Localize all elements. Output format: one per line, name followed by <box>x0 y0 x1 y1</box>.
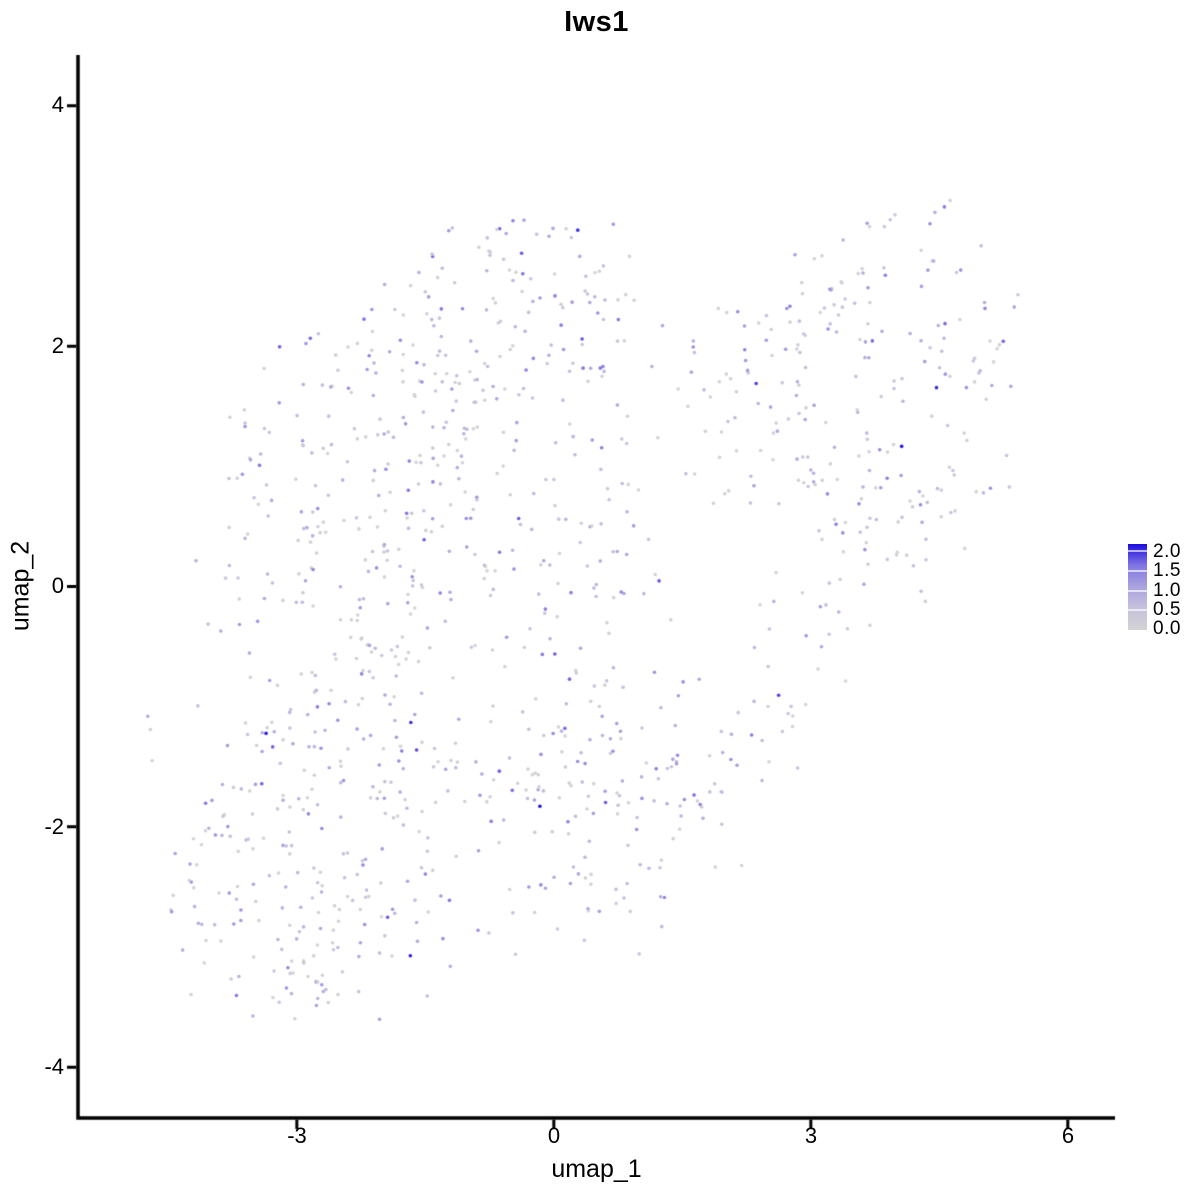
colorbar-tick-label-3: 0.5 <box>1153 598 1181 620</box>
colorbar-tick-line <box>1128 609 1147 612</box>
x-tick-label-2: 3 <box>804 1123 818 1148</box>
y-tick-label-0: 4 <box>51 92 64 117</box>
colorbar-tick-label-1: 1.5 <box>1153 560 1181 582</box>
colorbar-tick-label-2: 1.0 <box>1153 579 1181 601</box>
x-axis-title: umap_1 <box>551 1155 642 1183</box>
x-tick-label-0: -3 <box>287 1123 307 1148</box>
colorbar-tick-line <box>1128 569 1147 572</box>
y-tick-label-1: 2 <box>51 333 64 358</box>
colorbar-tick-line <box>1128 589 1147 592</box>
colorbar-legend: 2.0 1.5 1.0 0.5 0.0 <box>1128 541 1198 640</box>
plot-title: Iws1 <box>564 6 629 38</box>
y-tick-label-4: -4 <box>44 1054 64 1079</box>
x-tick-label-1: 0 <box>547 1123 561 1148</box>
y-tick-label-3: -2 <box>44 814 64 839</box>
colorbar-tick-label-4: 0.0 <box>1153 618 1181 640</box>
x-tick-label-3: 6 <box>1061 1123 1075 1148</box>
colorbar-tick-label-0: 2.0 <box>1153 541 1181 562</box>
y-axis-title: umap_2 <box>6 540 35 632</box>
colorbar-tick-line <box>1128 550 1147 553</box>
y-tick-label-2: 0 <box>51 573 64 598</box>
colorbar-gradient <box>1128 544 1147 630</box>
colorbar-tick-labels: 2.0 1.5 1.0 0.5 0.0 <box>1153 541 1181 640</box>
